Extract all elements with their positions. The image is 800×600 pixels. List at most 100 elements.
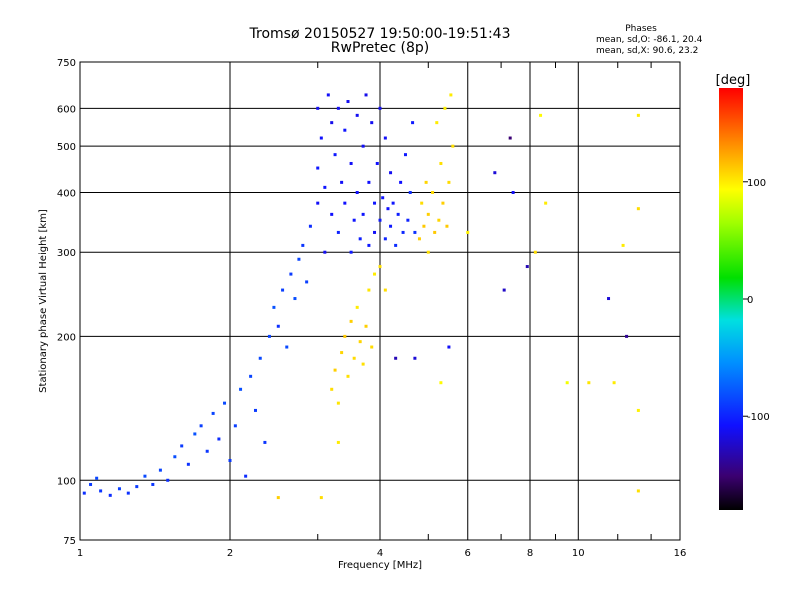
scatter-point: [186, 462, 190, 466]
scatter-point: [336, 230, 340, 234]
scatter-point: [361, 144, 365, 148]
scatter-point: [378, 106, 382, 110]
scatter-point: [401, 230, 405, 234]
scatter-point: [117, 487, 121, 491]
scatter-point: [447, 345, 451, 349]
scatter-point: [394, 356, 398, 360]
scatter-point: [413, 356, 417, 360]
scatter-point: [607, 297, 611, 301]
scatter-point: [205, 449, 209, 453]
scatter-point: [403, 153, 407, 157]
scatter-point: [565, 381, 569, 385]
scatter-point: [249, 374, 253, 378]
scatter-point: [539, 113, 543, 117]
scatter-point: [411, 121, 415, 125]
scatter-point: [158, 468, 162, 472]
scatter-point: [289, 272, 293, 276]
scatter-point: [373, 201, 377, 205]
y-tick-label: 500: [57, 142, 76, 153]
colorbar-unit-label: [deg]: [716, 73, 751, 88]
colorbar: [719, 88, 743, 510]
scatter-point: [367, 180, 371, 184]
scatter-point: [173, 455, 177, 459]
scatter-point: [217, 437, 221, 441]
scatter-point: [375, 161, 379, 165]
scatter-point: [447, 180, 451, 184]
chart-subtitle: RwPretec (8p): [330, 40, 430, 56]
scatter-point: [199, 424, 203, 428]
scatter-point: [135, 485, 139, 489]
scatter-point: [343, 128, 347, 132]
scatter-point: [381, 196, 385, 200]
x-tick-label: 6: [465, 548, 471, 559]
scatter-point: [636, 489, 640, 493]
colorbar-tick-label: 0: [747, 295, 753, 306]
scatter-point: [281, 288, 285, 292]
y-tick-label: 750: [57, 58, 76, 69]
scatter-point: [413, 230, 417, 234]
scatter-point: [367, 243, 371, 247]
scatter-point: [511, 190, 515, 194]
scatter-point: [330, 387, 334, 391]
scatter-point: [349, 161, 353, 165]
scatter-point: [346, 100, 350, 104]
scatter-point: [439, 161, 443, 165]
scatter-point: [373, 272, 377, 276]
scatter-point: [267, 334, 271, 338]
scatter-point: [502, 288, 506, 292]
scatter-point: [621, 243, 625, 247]
colorbar-tick-label: -100: [747, 412, 770, 423]
scatter-point: [126, 491, 130, 495]
scatter-point: [420, 201, 424, 205]
scatter-point: [533, 250, 537, 254]
x-tick-label: 10: [572, 548, 585, 559]
phase-stats-o: mean, sd,O: -86.1, 20.4: [596, 35, 703, 45]
scatter-point: [417, 237, 421, 241]
scatter-point: [211, 411, 215, 415]
scatter-point: [330, 121, 334, 125]
scatter-point: [355, 113, 359, 117]
scatter-point: [408, 190, 412, 194]
scatter-point: [316, 106, 320, 110]
scatter-point: [276, 496, 280, 500]
scatter-point: [95, 476, 99, 480]
scatter-point: [391, 201, 395, 205]
scatter-point: [364, 93, 368, 97]
scatter-point: [378, 265, 382, 269]
scatter-point: [370, 345, 374, 349]
colorbar-tick-label: 100: [747, 178, 766, 189]
scatter-point: [349, 250, 353, 254]
x-tick-label: 8: [527, 548, 533, 559]
scatter-point: [361, 362, 365, 366]
scatter-point: [373, 230, 377, 234]
scatter-point: [435, 121, 439, 125]
scatter-point: [367, 288, 371, 292]
scatter-point: [370, 121, 374, 125]
scatter-point: [449, 93, 453, 97]
y-tick-labels: 75 100 200 300 400 500 600 750: [57, 58, 76, 547]
scatter-point: [239, 387, 243, 391]
scatter-point: [508, 136, 512, 140]
scatter-point: [358, 340, 362, 344]
y-tick-label: 200: [57, 332, 76, 343]
scatter-point: [426, 212, 430, 216]
scatter-point: [323, 250, 327, 254]
scatter-point: [253, 408, 257, 412]
scatter-point: [316, 166, 320, 170]
scatter-point: [326, 93, 330, 97]
y-tick-label: 100: [57, 476, 76, 487]
scatter-point: [228, 458, 232, 462]
scatter-point: [587, 381, 591, 385]
scatter-point: [99, 489, 103, 493]
scatter-point: [193, 432, 197, 436]
scatter-point: [352, 356, 356, 360]
scatter-point: [305, 280, 309, 284]
scatter-point: [443, 106, 447, 110]
scatter-point: [636, 207, 640, 211]
scatter-point: [89, 482, 93, 486]
x-tick-labels: 1 2 4 6 8 10 16: [77, 548, 687, 559]
phase-stats-heading: Phases: [625, 24, 657, 34]
scatter-point: [319, 496, 323, 500]
scatter-point: [433, 230, 437, 234]
scatter-point: [336, 401, 340, 405]
